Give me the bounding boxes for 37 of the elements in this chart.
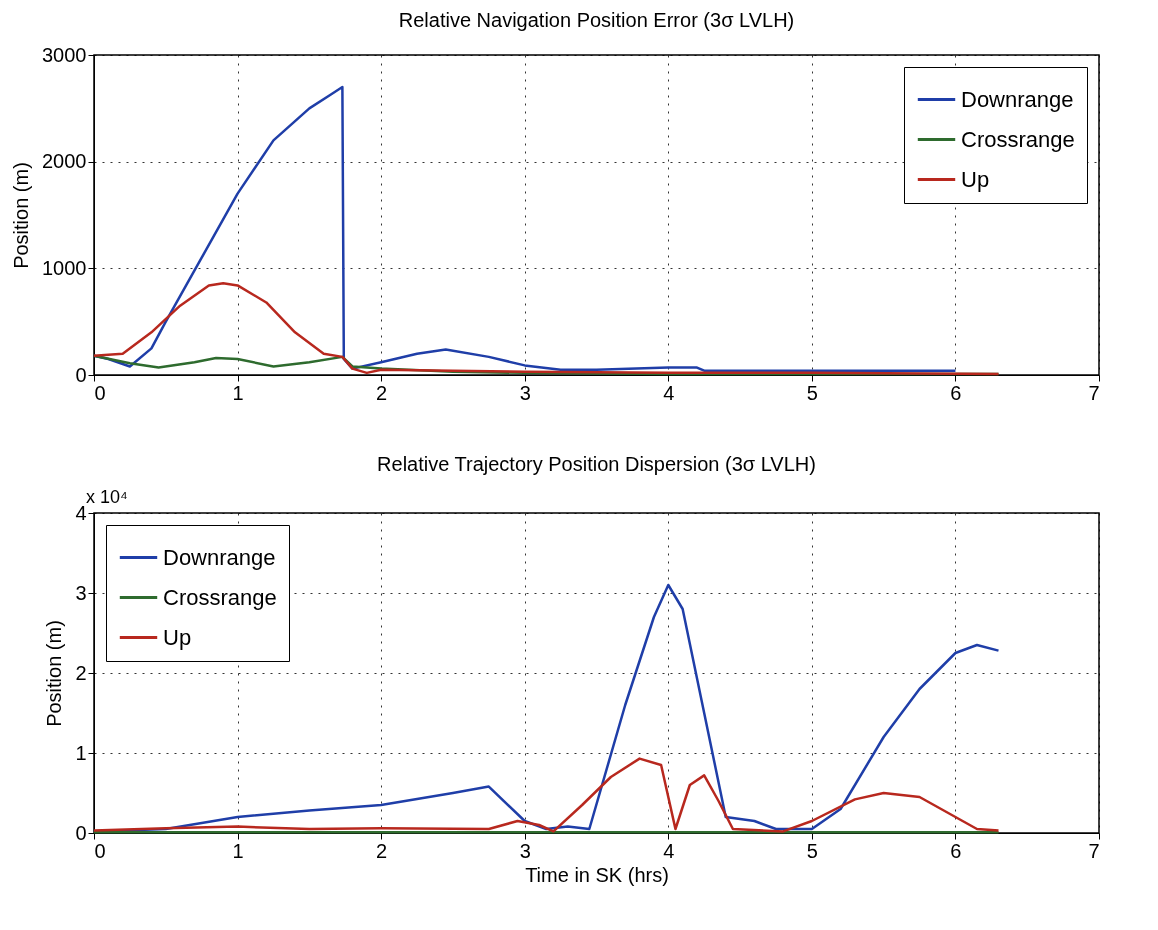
x-tick-label: 3 <box>519 381 531 404</box>
x-tick-label: 1 <box>232 839 244 862</box>
x-tick-label: 5 <box>806 381 818 404</box>
x-tick-label: 6 <box>950 839 962 862</box>
y-tick-label: 3000 <box>42 43 87 66</box>
y-tick-label: 4 <box>75 501 87 524</box>
x-axis-title: Time in SK (hrs) <box>525 863 669 886</box>
legend-label: Downrange <box>961 86 1074 112</box>
legend-label: Up <box>163 624 192 650</box>
chart-title: Relative Trajectory Position Dispersion (3σ LVLH) <box>377 453 816 475</box>
x-tick-label: 7 <box>1088 839 1100 862</box>
x-tick-label: 5 <box>806 839 818 862</box>
y-tick-label: 2 <box>75 661 87 684</box>
x-tick-label: 4 <box>663 839 675 862</box>
y-tick-label: 2000 <box>42 150 87 173</box>
legend-label: Crossrange <box>961 126 1075 152</box>
y-tick-label: 1 <box>75 741 87 764</box>
text: x 10⁴ <box>86 487 128 507</box>
x-tick-label: 7 <box>1088 381 1100 404</box>
x-tick-label: 2 <box>376 381 388 404</box>
y-tick-label: 0 <box>75 821 87 844</box>
y-axis-title: Position (m) <box>43 620 66 727</box>
y-tick-label: 3 <box>75 581 87 604</box>
x-tick-label: 1 <box>232 381 244 404</box>
y-tick-label: 0 <box>75 363 87 386</box>
legend-label: Crossrange <box>163 584 277 610</box>
x-tick-label: 0 <box>94 839 106 862</box>
legend-label: Up <box>961 166 990 192</box>
chart-title: Relative Navigation Position Error (3σ LVLH) <box>398 9 795 31</box>
x-tick-label: 2 <box>376 839 388 862</box>
y-tick-label: 1000 <box>42 256 87 279</box>
legend-label: Downrange <box>163 544 276 570</box>
x-tick-label: 4 <box>663 381 675 404</box>
y-axis-title: Position (m) <box>10 162 33 269</box>
x-tick-label: 0 <box>94 381 106 404</box>
x-tick-label: 3 <box>519 839 531 862</box>
x-tick-label: 6 <box>950 381 962 404</box>
